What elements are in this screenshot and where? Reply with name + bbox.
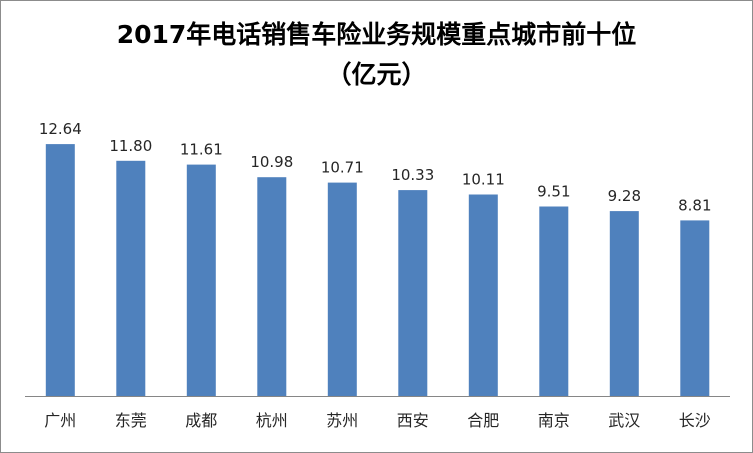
category-label: 东莞 [115, 411, 147, 430]
value-label: 10.33 [391, 166, 434, 184]
value-label: 8.81 [678, 196, 711, 214]
value-label: 11.61 [180, 141, 223, 159]
bar-杭州 [257, 177, 287, 396]
bar-武汉 [609, 211, 639, 396]
bar-南京 [539, 206, 569, 396]
bar-长沙 [680, 220, 710, 396]
category-labels-group: 广州 东莞 成都 杭州 苏州 西安 合肥 南京 武汉 长沙 [44, 411, 711, 430]
value-label: 10.71 [321, 159, 364, 177]
bar-苏州 [327, 182, 357, 396]
category-label: 成都 [185, 411, 217, 430]
category-label: 苏州 [326, 411, 358, 430]
value-label: 12.64 [39, 120, 82, 138]
bar-成都 [186, 164, 216, 396]
category-label: 西安 [397, 411, 429, 430]
value-label: 10.11 [462, 171, 505, 189]
value-label: 9.51 [537, 183, 570, 201]
chart-subtitle-unit: （亿元） [326, 60, 427, 89]
bar-广州 [45, 144, 75, 396]
category-label: 长沙 [679, 411, 711, 430]
category-label: 南京 [538, 411, 570, 430]
category-label: 合肥 [467, 411, 499, 430]
bar-东莞 [116, 160, 146, 396]
value-labels-group: 12.64 11.80 11.61 10.98 10.71 10.33 10.11 9.51 9… [39, 120, 712, 214]
category-label: 广州 [44, 411, 76, 430]
value-label: 10.98 [250, 153, 293, 171]
chart-title: 2017年电话销售车险业务规模重点城市前十位 [116, 20, 637, 49]
bar-合肥 [468, 194, 498, 396]
bar-西安 [398, 190, 428, 396]
category-label: 杭州 [256, 411, 288, 430]
bars-group [45, 144, 710, 396]
value-label: 11.80 [109, 137, 152, 155]
category-label: 武汉 [608, 411, 640, 430]
value-label: 9.28 [608, 187, 641, 205]
